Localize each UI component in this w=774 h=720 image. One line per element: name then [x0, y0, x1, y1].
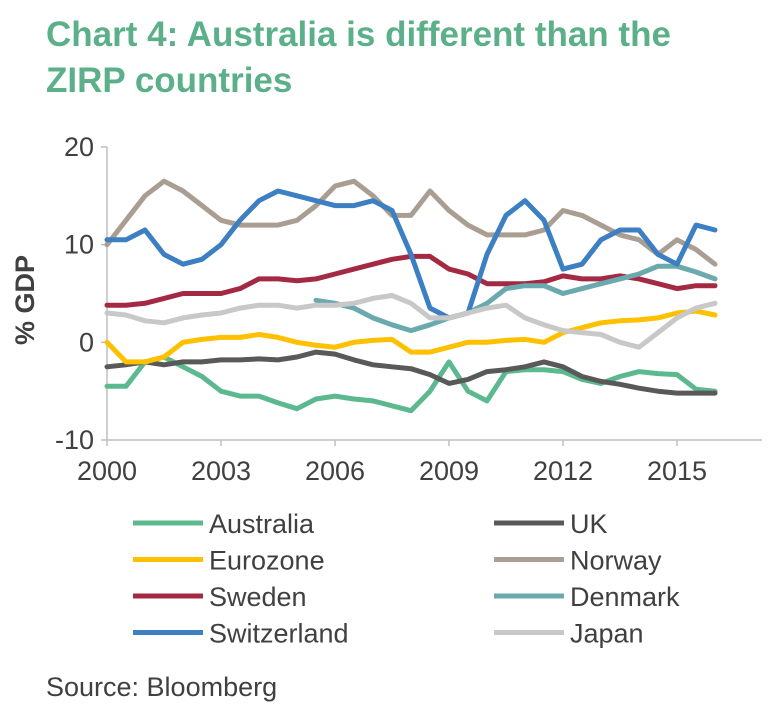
legend-label-japan: Japan [570, 619, 644, 649]
y-axis-label: % GDP [10, 255, 40, 345]
series-line-switzerland [104, 188, 718, 321]
x-tick-label: 2009 [419, 456, 479, 486]
legend-label-australia: Australia [209, 509, 315, 539]
series-lines [104, 178, 718, 414]
x-tick-label: 2000 [77, 456, 137, 486]
chart-title-line1: Chart 4: Australia is different than the [46, 15, 671, 54]
legend-label-uk: UK [570, 509, 608, 539]
y-axis-label-group: % GDP [10, 255, 40, 345]
axes: -10 0 10 20 2000 2003 2006 2009 2012 2015 [55, 132, 762, 486]
series-line-sweden [104, 253, 718, 308]
x-tick-label: 2006 [305, 456, 365, 486]
legend-label-sweden: Sweden [209, 582, 307, 612]
y-tick-label: 20 [64, 132, 94, 162]
y-tick-label: 0 [79, 327, 94, 357]
y-tick-label: 10 [64, 230, 94, 260]
series-line-japan [104, 293, 718, 350]
series-line-eurozone [104, 308, 718, 365]
line-chart: % GDP -10 0 10 20 2000 2003 2006 2009 2012 2015 A… [10, 132, 762, 649]
chart-title: Chart 4: Australia is different than the… [46, 12, 766, 104]
legend-label-eurozone: Eurozone [209, 546, 325, 576]
series-line-uk [104, 349, 718, 396]
y-tick-label: -10 [55, 425, 94, 455]
legend: Australia UK Eurozone Norway Sweden Denmark Sw… [133, 509, 680, 649]
x-tick-label: 2015 [647, 456, 707, 486]
legend-label-switzerland: Switzerland [209, 619, 349, 649]
x-tick-label: 2003 [191, 456, 251, 486]
source-note: Source: Bloomberg [46, 672, 278, 702]
series-line-australia [104, 354, 718, 414]
chart-title-line2: ZIRP countries [46, 61, 293, 100]
series-line-denmark [313, 263, 718, 334]
legend-label-norway: Norway [570, 546, 662, 576]
x-tick-label: 2012 [533, 456, 593, 486]
legend-label-denmark: Denmark [570, 582, 680, 612]
